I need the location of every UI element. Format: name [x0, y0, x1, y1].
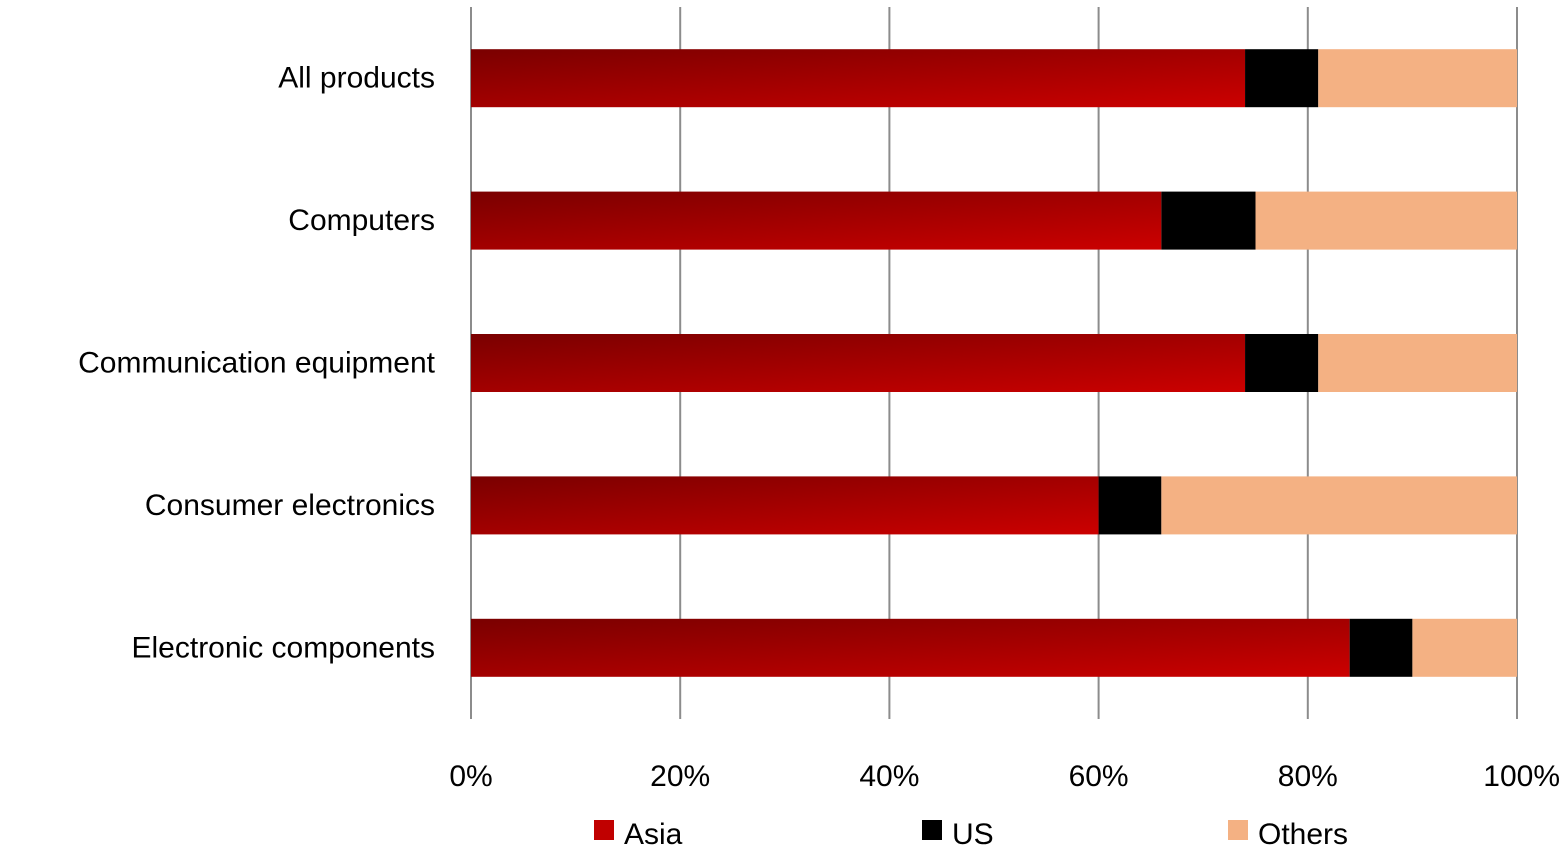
bar-segment-us	[1349, 618, 1413, 677]
x-tick-label: 80%	[1278, 760, 1338, 793]
x-tick-label: 20%	[650, 760, 710, 793]
bar-segment-others	[1255, 191, 1517, 250]
category-label: All products	[278, 62, 435, 95]
category-label: Communication equipment	[78, 347, 436, 380]
x-tick-label: 100%	[1483, 760, 1560, 793]
x-tick-label: 40%	[859, 760, 919, 793]
bar-segment-us	[1245, 49, 1319, 108]
bar-segment-asia	[471, 334, 1246, 392]
bar-segment-asia	[471, 49, 1246, 108]
category-label: Consumer electronics	[145, 489, 435, 522]
legend: Asia US Others	[594, 818, 1348, 849]
bars	[471, 49, 1517, 677]
bar-segment-asia	[471, 618, 1350, 677]
x-tick-label: 0%	[449, 760, 492, 793]
bar-segment-asia	[471, 476, 1099, 535]
category-label: Electronic components	[132, 631, 436, 664]
bar-segment-others	[1318, 49, 1517, 108]
legend-swatch-asia	[594, 820, 614, 840]
bar-segment-others	[1318, 334, 1517, 392]
bar-segment-us	[1245, 334, 1319, 392]
x-tick-label: 60%	[1069, 760, 1129, 793]
legend-label-others: Others	[1258, 818, 1348, 849]
bar-segment-others	[1161, 476, 1517, 535]
legend-label-asia: Asia	[624, 818, 683, 849]
category-label: Computers	[288, 204, 435, 237]
legend-swatch-others	[1228, 820, 1248, 840]
legend-label-us: US	[952, 818, 994, 849]
bar-segment-others	[1412, 618, 1517, 677]
bar-segment-us	[1161, 191, 1256, 250]
bar-segment-us	[1098, 476, 1162, 535]
x-axis-tick-labels: 0% 20% 40% 60% 80% 100%	[449, 760, 1560, 793]
bar-segment-asia	[471, 191, 1162, 250]
category-labels: All products Computers Communication equip…	[78, 62, 436, 665]
legend-swatch-us	[922, 820, 942, 840]
